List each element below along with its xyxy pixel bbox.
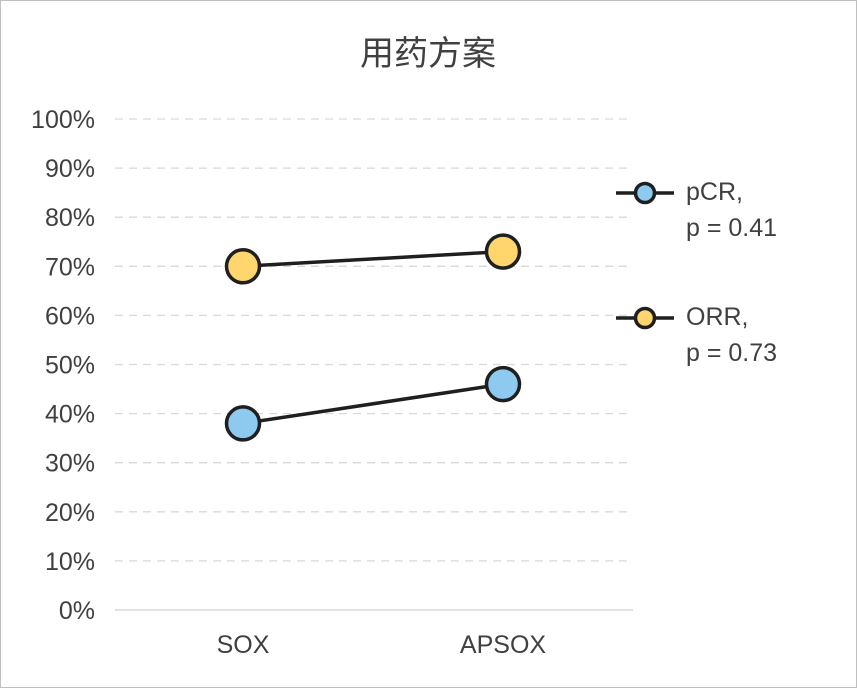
y-tick-label: 20% (45, 499, 95, 527)
x-tick-label: SOX (217, 631, 270, 659)
data-point-pcr (224, 405, 262, 442)
x-axis-ticks: SOX APSOX (217, 631, 547, 659)
y-axis-ticks: 0% 10% 20% 30% 40% 50% 60% 70% 80% 90% 100% (31, 106, 95, 625)
y-tick-label: 80% (45, 204, 95, 232)
chart-title: 用药方案 (360, 34, 496, 74)
y-tick-label: 50% (45, 352, 95, 380)
y-tick-label: 70% (45, 253, 95, 281)
y-tick-label: 40% (45, 401, 95, 429)
series-layer (224, 233, 522, 442)
legend: pCR, p = 0.41 ORR, p = 0.73 (616, 178, 777, 367)
data-point-orr (484, 233, 522, 270)
y-tick-label: 90% (45, 155, 95, 183)
x-tick-label: APSOX (460, 631, 546, 659)
legend-marker (633, 306, 657, 330)
y-tick-label: 100% (31, 106, 95, 134)
y-tick-label: 10% (45, 548, 95, 576)
series-line-orr (242, 249, 504, 269)
series-line-pcr (242, 382, 504, 426)
y-tick-label: 0% (59, 597, 95, 625)
data-point-orr (224, 248, 262, 285)
legend-label: pCR, (686, 178, 743, 206)
legend-label: ORR, (686, 303, 749, 331)
legend-marker (633, 181, 657, 205)
data-point-pcr (484, 365, 522, 403)
legend-p-value: p = 0.41 (686, 214, 777, 242)
y-tick-label: 60% (45, 302, 95, 330)
legend-p-value: p = 0.73 (686, 339, 777, 367)
y-tick-label: 30% (45, 450, 95, 478)
grid-layer (115, 118, 633, 611)
